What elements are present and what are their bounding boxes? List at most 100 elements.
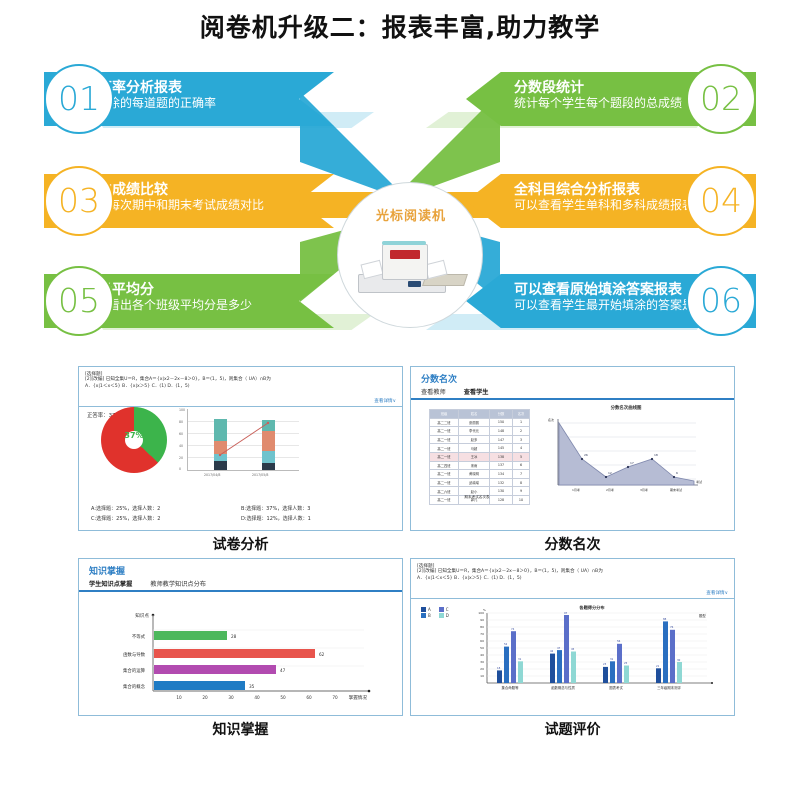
tab-teacher-knowledge[interactable]: 教师教学知识点分布 — [150, 581, 206, 588]
feature-number-circle-05[interactable]: 05 — [44, 266, 114, 336]
svg-text:28: 28 — [231, 634, 237, 639]
panel-title-knowledge-mastery: 知识掌握 — [89, 567, 126, 577]
question-line-1: [2][改编] 已知全集U＝R，集合A＝{x|x2－2x－8＞0}，B＝(1，5… — [417, 569, 603, 574]
legend-swatch-b — [421, 613, 426, 618]
question-header: [选择题] [2][改编] 已知全集U＝R，集合A＝{x|x2－2x－8＞0}，… — [79, 367, 402, 407]
feature-heading-04: 全科目综合分析报表 — [514, 182, 640, 198]
area-chart-title: 分数名次曲线图 — [610, 406, 642, 411]
tab-student-knowledge[interactable]: 学生知识点掌握 — [89, 579, 133, 592]
hub-label: 光标阅读机 — [375, 209, 446, 224]
legend-item-b: B — [421, 613, 431, 618]
svg-text:74: 74 — [511, 627, 515, 631]
svg-text:30: 30 — [480, 660, 484, 664]
option-stat-a: A:选择题：25%，选择人数：2 — [91, 506, 161, 512]
view-detail-link[interactable]: 查看详情∨ — [374, 399, 396, 404]
question-tag: [选择题] — [85, 372, 103, 377]
panel-score-ranking[interactable]: 分数名次 查看教师 查看学生 班级 姓名 分数 名次 高二二班 张丽丽 150 1 高… — [410, 366, 735, 531]
tab-view-student[interactable]: 查看学生 — [463, 387, 489, 400]
feature-number-circle-04[interactable]: 04 — [686, 166, 756, 236]
svg-text:知识点: 知识点 — [135, 612, 149, 619]
correct-rate-donut-chart — [101, 407, 167, 473]
table-header-row: 班级 姓名 分数 名次 — [429, 409, 530, 419]
panel-paper-analysis[interactable]: [选择题] [2][改编] 已知全集U＝R，集合A＝{x|x2－2x－8＞0}，… — [78, 366, 403, 531]
svg-text:50: 50 — [280, 695, 286, 700]
svg-text:期末考试: 期末考试 — [670, 487, 682, 492]
svg-text:20: 20 — [202, 695, 208, 700]
svg-text:90: 90 — [480, 618, 484, 622]
panel-caption-paper-analysis: 试卷分析 — [212, 537, 269, 553]
svg-text:70: 70 — [332, 695, 338, 700]
option-stat-c: C:选择题：25%，选择人数：2 — [91, 515, 161, 522]
view-detail-link[interactable]: 查看详情∨ — [706, 591, 728, 596]
svg-text:40: 40 — [254, 695, 260, 700]
feature-row-3: 班级平均分 可以看出各个班级平均分是多少 05 可以查看原始填涂答案报表 可以查… — [0, 264, 800, 338]
feature-number-circle-01[interactable]: 01 — [44, 64, 114, 134]
svg-text:题型: 题型 — [699, 613, 706, 618]
ocr-scanner-machine-icon — [356, 238, 468, 300]
svg-text:图表考试: 图表考试 — [609, 685, 623, 690]
table-row[interactable]: 高二一班 黄晓明 134 7 — [429, 469, 530, 479]
svg-text:76: 76 — [670, 625, 674, 629]
svg-text:25: 25 — [624, 661, 628, 665]
svg-text:30: 30 — [677, 658, 681, 662]
feature-number-circle-03[interactable]: 03 — [44, 166, 114, 236]
table-caption: 期末考试名次表 — [464, 495, 490, 499]
svg-text:23: 23 — [603, 662, 607, 666]
question-header: [选择题] [2][改编] 已知全集U＝R，集合A＝{x|x2－2x－8＞0}，… — [411, 559, 734, 599]
feature-number-03: 03 — [58, 181, 100, 220]
svg-text:函数与导数: 函数与导数 — [123, 651, 146, 658]
screenshots-section: [选择题] [2][改编] 已知全集U＝R，集合A＝{x|x2－2x－8＞0}，… — [0, 358, 800, 758]
svg-text:17: 17 — [630, 461, 634, 465]
ranking-table: 班级 姓名 分数 名次 高二二班 张丽丽 150 1 高二一班 李代元 148 2 高二一班… — [429, 409, 530, 505]
col-name: 姓名 — [458, 409, 490, 419]
svg-text:18: 18 — [654, 453, 658, 457]
svg-text:30: 30 — [228, 695, 234, 700]
chart-legend: A C B D — [421, 607, 449, 618]
question-line-2: A．{x|1＜x＜5} B．{x|x＞5} C．(1) D．(1，5) — [417, 575, 522, 581]
svg-text:47: 47 — [557, 646, 561, 650]
panel-knowledge-mastery[interactable]: 知识掌握 学生知识点掌握 教师教学知识点分布 知识点 不等式 28 函数与导数 … — [78, 558, 403, 716]
svg-text:集合的运算: 集合的运算 — [123, 667, 146, 674]
svg-text:70: 70 — [480, 632, 484, 636]
feature-number-04: 04 — [700, 181, 742, 220]
svg-text:三年级期末测评: 三年级期末测评 — [657, 685, 681, 690]
legend-item-c: C — [438, 607, 449, 612]
option-stats: A:选择题：25%，选择人数：2 B:选择题：37%，选择人数：3 C:选择题：2… — [91, 505, 391, 524]
table-row[interactable]: 高二一班 武增增 132 8 — [429, 477, 530, 488]
feature-number-06: 06 — [700, 281, 742, 320]
table-row[interactable]: 高二二班 张丽丽 150 1 — [429, 417, 530, 428]
feature-heading-02: 分数段统计 — [514, 80, 584, 96]
svg-text:40: 40 — [480, 653, 484, 657]
svg-text:不等式: 不等式 — [132, 633, 146, 640]
option-stat-d: D:选择题：12%，选择人数：1 — [241, 515, 311, 522]
svg-text:31: 31 — [610, 657, 614, 661]
feature-number-circle-02[interactable]: 02 — [686, 64, 756, 134]
table-row[interactable]: 高二一班 马超 145 4 — [429, 443, 530, 453]
legend-item-d: D — [438, 613, 449, 618]
table-row[interactable]: 高二四班 宋雨 137 6 — [429, 460, 530, 471]
tab-view-teacher[interactable]: 查看教师 — [421, 389, 446, 396]
panel-question-evaluation[interactable]: [选择题] [2][改编] 已知全集U＝R，集合A＝{x|x2－2x－8＞0}，… — [410, 558, 735, 716]
feature-row-2: 历次成绩比较 学生每次期中和期末考试成绩对比 03 全科目综合分析报表 可以查看… — [0, 164, 800, 238]
svg-text:2月考: 2月考 — [606, 487, 614, 492]
svg-text:集合命题等: 集合命题等 — [502, 685, 520, 690]
donut-center-label: 37% — [124, 431, 144, 440]
svg-text:97: 97 — [564, 611, 568, 615]
table-row-highlighted[interactable]: 高二一班 王冰 138 5 — [429, 451, 530, 462]
question-tag: [选择题] — [417, 564, 435, 569]
feature-sub-02: 统计每个学生每个题段的总成绩 — [514, 96, 683, 111]
svg-text:12: 12 — [608, 471, 612, 475]
feature-sub-05: 可以看出各个班级平均分是多少 — [84, 298, 253, 313]
svg-text:45: 45 — [571, 647, 575, 651]
svg-text:56: 56 — [617, 639, 621, 643]
table-row[interactable]: 高二一班 李代元 148 2 — [429, 426, 530, 436]
tab-bar: 学生知识点掌握 教师教学知识点分布 — [79, 579, 402, 592]
table-row[interactable]: 高二一班 赵多 147 3 — [429, 434, 530, 445]
legend-swatch-a — [421, 607, 426, 612]
feature-number-05: 05 — [58, 281, 100, 320]
svg-text:60: 60 — [480, 639, 484, 643]
svg-text:20: 20 — [480, 667, 484, 671]
svg-text:6: 6 — [676, 471, 678, 475]
table-row[interactable]: 高二一班 郭凡 128 10 — [429, 494, 530, 505]
feature-number-circle-06[interactable]: 06 — [686, 266, 756, 336]
